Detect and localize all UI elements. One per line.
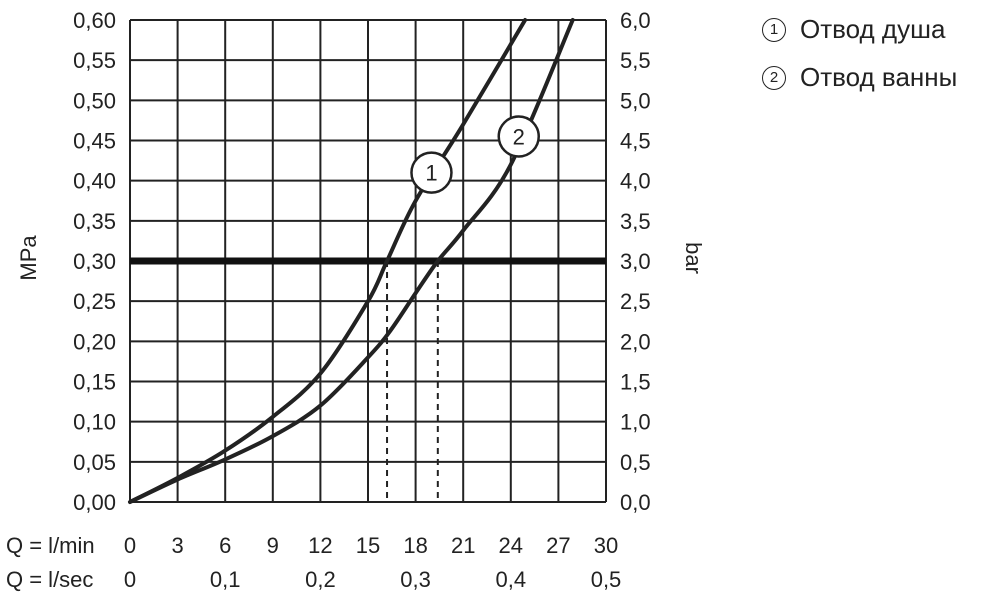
y-tick-label-left: 0,35 — [73, 209, 116, 234]
y-tick-label-right: 3,0 — [620, 249, 651, 274]
y-tick-label-right: 1,0 — [620, 410, 651, 435]
x-tick-label-lmin: 15 — [356, 533, 380, 558]
y-tick-label-right: 4,5 — [620, 129, 651, 154]
legend-marker-2: 2 — [762, 65, 786, 90]
y-tick-label-left: 0,05 — [73, 450, 116, 475]
y-tick-label-left: 0,25 — [73, 289, 116, 314]
series-marker-circle-2 — [497, 115, 540, 158]
x-tick-label-lsec: 0,1 — [210, 567, 241, 592]
x-tick-label-lmin: 6 — [219, 533, 231, 558]
x-tick-label-lmin: 24 — [499, 533, 523, 558]
y-tick-label-left: 0,40 — [73, 169, 116, 194]
x-tick-label-lmin: 30 — [594, 533, 618, 558]
x-tick-label-lmin: 21 — [451, 533, 475, 558]
x-tick-label-lsec: 0 — [124, 567, 136, 592]
x-tick-label-lmin: 18 — [403, 533, 427, 558]
y-tick-label-left: 0,55 — [73, 48, 116, 73]
y-tick-label-right: 3,5 — [620, 209, 651, 234]
x-tick-label-lmin: 0 — [124, 533, 136, 558]
y-tick-label-left: 0,60 — [73, 8, 116, 33]
x-tick-label-lsec: 0,4 — [496, 567, 527, 592]
legend-item-2: 2 Отвод ванны — [762, 62, 957, 93]
x-tick-label-lmin: 9 — [267, 533, 279, 558]
legend-label-1: Отвод душа — [800, 14, 946, 44]
y-tick-label-right: 5,0 — [620, 88, 651, 113]
legend-label-2: Отвод ванны — [800, 62, 958, 92]
y-axis-title-right: bar — [681, 242, 706, 274]
legend-item-1: 1 Отвод душа — [762, 14, 945, 45]
series-marker-circle-1 — [410, 151, 453, 194]
y-tick-label-right: 2,5 — [620, 289, 651, 314]
y-tick-label-left: 0,10 — [73, 410, 116, 435]
legend-marker-1: 1 — [762, 17, 786, 42]
dashed-guides — [386, 261, 439, 502]
x-tick-label-lmin: 27 — [546, 533, 570, 558]
y-tick-label-left: 0,30 — [73, 249, 116, 274]
series-line-2 — [128, 18, 575, 504]
series-line-1 — [128, 18, 528, 504]
y-axis-title-left: MPa — [16, 235, 41, 281]
y-tick-label-left: 0,00 — [73, 490, 116, 515]
y-tick-label-right: 1,5 — [620, 370, 651, 395]
x-tick-label-lmin: 12 — [308, 533, 332, 558]
y-tick-label-left: 0,15 — [73, 370, 116, 395]
x-tick-label-lsec: 0,3 — [400, 567, 431, 592]
x-axis-title-lmin: Q = l/min — [6, 533, 95, 558]
y-tick-label-left: 0,20 — [73, 329, 116, 354]
x-tick-label-lmin: 3 — [171, 533, 183, 558]
x-tick-label-lsec: 0,2 — [305, 567, 336, 592]
y-tick-label-right: 2,0 — [620, 329, 651, 354]
y-tick-label-left: 0,50 — [73, 88, 116, 113]
chart-labels: 0,000,050,100,150,200,250,300,350,400,45… — [6, 8, 706, 592]
y-tick-label-right: 0,0 — [620, 490, 651, 515]
y-tick-label-right: 5,5 — [620, 48, 651, 73]
chart-curves: 12 — [128, 18, 575, 504]
x-tick-label-lsec: 0,5 — [591, 567, 622, 592]
series-marker-label-1: 1 — [425, 161, 437, 186]
series-marker-label-2: 2 — [513, 124, 525, 149]
x-axis-title-lsec: Q = l/sec — [6, 567, 93, 592]
y-tick-label-right: 6,0 — [620, 8, 651, 33]
y-tick-label-right: 4,0 — [620, 169, 651, 194]
y-tick-label-right: 0,5 — [620, 450, 651, 475]
y-tick-label-left: 0,45 — [73, 129, 116, 154]
